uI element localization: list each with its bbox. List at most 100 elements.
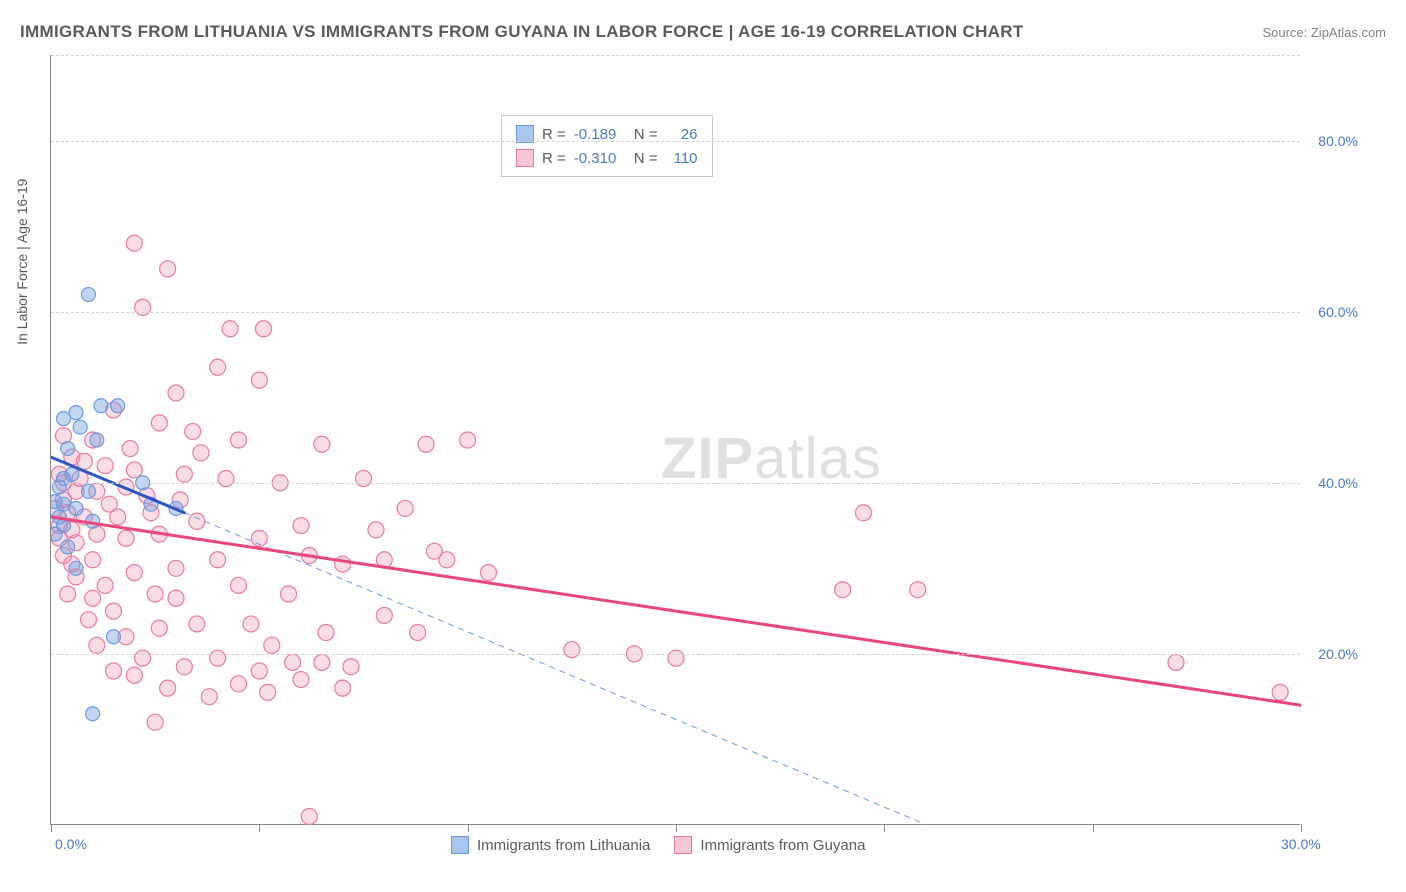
gridline-h [51,55,1300,56]
data-point [51,495,62,509]
data-point [318,625,334,641]
data-point [397,500,413,516]
data-point [189,616,205,632]
data-point [85,590,101,606]
data-point [210,650,226,666]
data-point [69,501,83,515]
data-point [81,612,97,628]
data-point [210,359,226,375]
stat-row-guyana: R = -0.310 N = 110 [516,146,698,170]
data-point [856,505,872,521]
data-point [176,659,192,675]
data-point [418,436,434,452]
x-tick [676,824,677,832]
data-point [97,458,113,474]
data-point [185,423,201,439]
data-point [147,586,163,602]
data-point [1168,654,1184,670]
data-point [135,299,151,315]
legend-label-guyana: Immigrants from Guyana [700,837,865,854]
data-point [193,445,209,461]
data-point [160,680,176,696]
gridline-h [51,483,1300,484]
data-point [118,530,134,546]
x-tick [468,824,469,832]
data-point [60,586,76,602]
data-point [168,385,184,401]
data-point [69,406,83,420]
data-point [107,630,121,644]
gridline-h [51,654,1300,655]
data-point [147,714,163,730]
stat-n-label: N = [634,150,658,167]
data-point [314,654,330,670]
data-point [285,654,301,670]
x-tick [1301,824,1302,832]
y-tick-label: 80.0% [1318,133,1358,149]
data-point [835,582,851,598]
stat-box: R = -0.189 N = 26 R = -0.310 N = 110 [501,115,713,177]
data-point [126,667,142,683]
bottom-legend: Immigrants from Lithuania Immigrants fro… [451,836,865,854]
legend-label-lithuania: Immigrants from Lithuania [477,837,650,854]
y-axis-title: In Labor Force | Age 16-19 [14,179,30,345]
data-point [122,441,138,457]
y-tick-label: 60.0% [1318,304,1358,320]
plot-area: R = -0.189 N = 26 R = -0.310 N = 110 ZIP… [50,55,1300,825]
data-point [151,620,167,636]
legend-swatch-lithuania [451,836,469,854]
data-point [343,659,359,675]
data-point [90,433,104,447]
swatch-guyana [516,149,534,167]
stat-row-lithuania: R = -0.189 N = 26 [516,122,698,146]
data-point [69,561,83,575]
data-point [439,552,455,568]
data-point [126,565,142,581]
stat-r-value-guyana: -0.310 [574,150,626,167]
data-point [85,552,101,568]
data-point [301,808,317,824]
data-point [151,415,167,431]
stat-r-label: R = [542,150,566,167]
y-tick-label: 20.0% [1318,646,1358,662]
data-point [293,518,309,534]
data-point [73,420,87,434]
data-point [335,556,351,572]
gridline-h [51,312,1300,313]
data-point [376,607,392,623]
data-point [189,513,205,529]
y-tick-label: 40.0% [1318,475,1358,491]
data-point [410,625,426,641]
data-point [314,436,330,452]
data-point [201,689,217,705]
data-point [251,372,267,388]
data-point [231,432,247,448]
data-point [168,560,184,576]
data-point [160,261,176,277]
data-point [61,540,75,554]
data-point [335,680,351,696]
legend-item-lithuania: Immigrants from Lithuania [451,836,650,854]
x-tick [51,824,52,832]
data-point [210,552,226,568]
chart-container: IMMIGRANTS FROM LITHUANIA VS IMMIGRANTS … [0,0,1406,892]
x-tick [259,824,260,832]
data-point [231,676,247,692]
data-point [51,527,62,541]
x-tick-label: 30.0% [1281,836,1321,852]
data-point [356,471,372,487]
data-point [135,650,151,666]
data-point [86,707,100,721]
chart-source: Source: ZipAtlas.com [1262,25,1386,40]
data-point [82,484,96,498]
data-point [97,577,113,593]
data-point [231,577,247,593]
data-point [111,399,125,413]
data-point [106,663,122,679]
data-point [94,399,108,413]
x-tick-label: 0.0% [55,836,87,852]
data-point [176,466,192,482]
data-point [910,582,926,598]
data-point [126,235,142,251]
gridline-h [51,141,1300,142]
